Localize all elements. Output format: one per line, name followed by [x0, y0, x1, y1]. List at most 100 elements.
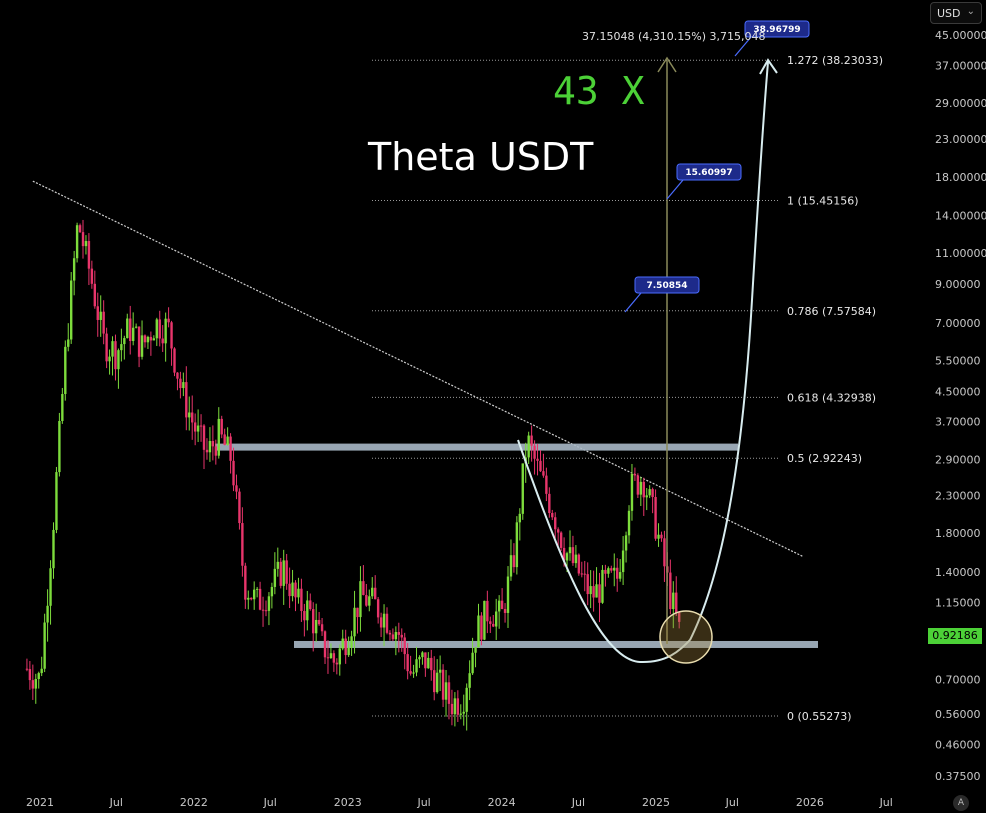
y-tick-label: 0.37500	[935, 770, 981, 783]
currency-selector[interactable]: USD ⌄	[930, 2, 982, 24]
candle	[217, 407, 220, 459]
candle	[223, 428, 226, 446]
candle	[332, 650, 336, 672]
candle	[152, 335, 156, 341]
candle	[199, 414, 203, 442]
y-tick-label: 2.30000	[935, 489, 981, 502]
candle	[376, 596, 380, 624]
candle	[530, 425, 533, 462]
candle	[610, 565, 613, 573]
price-callout: 15.60997	[666, 163, 742, 200]
candle	[660, 531, 663, 542]
multiplier-label: 43 X	[553, 69, 645, 113]
candle	[500, 588, 504, 610]
candle	[515, 516, 519, 575]
candle	[654, 489, 657, 541]
candle	[418, 655, 421, 668]
candle	[131, 312, 135, 346]
candle	[170, 320, 173, 366]
candle	[335, 658, 339, 675]
candle	[155, 317, 158, 346]
candle	[424, 652, 427, 677]
auto-scale-button[interactable]: A	[953, 795, 969, 811]
candle	[559, 531, 563, 551]
candle	[503, 603, 507, 623]
candle	[353, 590, 356, 654]
candle	[52, 522, 55, 579]
candle	[264, 600, 268, 617]
candle	[31, 664, 35, 700]
candle	[527, 431, 530, 464]
x-axis[interactable]: 2021 Jul 2022 Jul 2023 Jul 2024 Jul 2025 Jul 2026 J…	[26, 796, 893, 809]
candle	[675, 576, 678, 617]
candle	[214, 439, 218, 465]
candle	[509, 539, 513, 581]
fib-label: 0.5 (2.92243)	[787, 452, 862, 465]
candle	[433, 656, 436, 701]
candle	[211, 425, 215, 461]
y-tick-label: 0.56000	[935, 708, 981, 721]
candle	[149, 331, 153, 356]
candle	[616, 558, 619, 592]
candle	[601, 565, 604, 604]
currency-label: USD	[937, 7, 961, 20]
zone-layer	[215, 443, 818, 648]
fib-label: 1 (15.45156)	[787, 194, 859, 207]
candle	[521, 463, 524, 520]
candle	[356, 607, 359, 634]
candle	[365, 583, 368, 607]
candle	[123, 335, 126, 360]
candle	[126, 313, 129, 339]
candle	[592, 570, 595, 612]
candle	[28, 661, 32, 690]
cup-arc	[517, 439, 691, 664]
candle	[49, 560, 52, 625]
candle	[462, 694, 465, 726]
candle	[320, 617, 324, 636]
candle	[672, 581, 675, 629]
candle	[317, 611, 321, 626]
candle	[385, 607, 389, 635]
candle	[577, 553, 581, 576]
x-tick-label: 2022	[180, 796, 208, 809]
fib-label: 0.786 (7.57584)	[787, 305, 876, 318]
candle	[639, 476, 643, 507]
y-tick-label: 1.40000	[935, 566, 981, 579]
candle	[312, 602, 315, 652]
candle	[456, 690, 460, 723]
candle	[379, 612, 383, 638]
candle	[196, 409, 200, 443]
candle	[556, 527, 560, 546]
x-tick-label: Jul	[725, 796, 739, 809]
candle	[403, 632, 406, 670]
candle	[427, 652, 430, 669]
candle	[329, 643, 333, 659]
y-axis[interactable]: 45.00000 37.00000 29.00000 23.00000 18.00000…	[935, 29, 986, 783]
y-tick-label: 0.46000	[935, 738, 981, 751]
candle	[205, 438, 209, 460]
candle	[430, 649, 433, 681]
candle	[250, 597, 253, 601]
y-tick-label: 5.50000	[935, 354, 981, 367]
x-tick-label: Jul	[109, 796, 123, 809]
candle	[314, 603, 318, 642]
candle	[238, 488, 241, 530]
candle	[158, 310, 161, 347]
x-tick-label: Jul	[416, 796, 430, 809]
candle	[548, 487, 551, 518]
candle	[67, 323, 70, 352]
candle	[512, 543, 516, 573]
candle	[288, 567, 291, 609]
candle	[444, 669, 448, 717]
candle	[495, 598, 498, 640]
projection-curve	[689, 61, 769, 641]
candle	[471, 637, 474, 675]
candle	[459, 704, 462, 720]
candle	[382, 604, 386, 647]
y-tick-label: 37.00000	[935, 59, 986, 72]
x-tick-label: Jul	[263, 796, 277, 809]
candle	[179, 371, 182, 399]
candle	[309, 593, 312, 611]
candle	[415, 646, 418, 677]
